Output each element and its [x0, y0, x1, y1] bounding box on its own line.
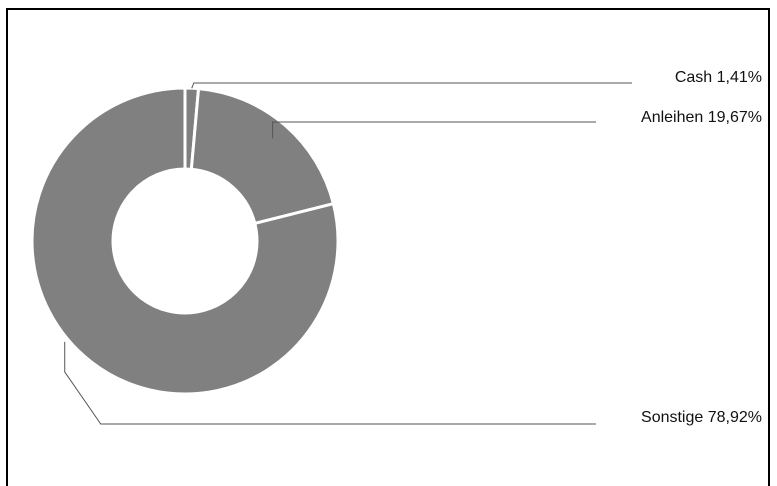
slice-anleihen [189, 86, 336, 226]
chart-frame [6, 8, 770, 486]
leader-line-sonstige [64, 341, 596, 425]
leader-line-cash [191, 82, 632, 89]
labels-layer: Cash 1,41% Anleihen 19,67% Sonstige 78,92% [641, 69, 762, 426]
slices-layer [30, 86, 340, 396]
slice-label-cash: Cash 1,41% [675, 69, 762, 86]
slice-sonstige [30, 86, 340, 396]
leaders-layer [64, 82, 632, 425]
slice-label-sonstige: Sonstige 78,92% [641, 409, 762, 426]
leader-line-anleihen [272, 121, 596, 139]
slice-label-anleihen: Anleihen 19,67% [641, 109, 762, 126]
